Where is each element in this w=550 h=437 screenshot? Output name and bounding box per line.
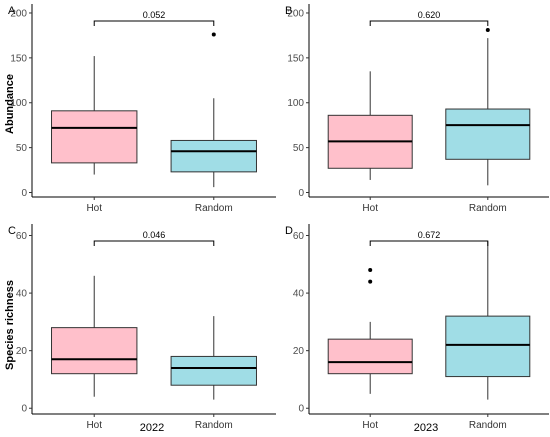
panel-a: A 0 50 100 150 200 Hot Random 0.052 [8,4,276,214]
panel-d: D 0 20 40 60 Hot Random 0.672 [285,224,549,431]
y-tick-label: 200 [287,8,304,19]
y-tick-label: 0 [298,188,304,199]
row-label-species-richness: Species richness [4,280,16,370]
iqr-box [170,355,257,386]
y-tick-label: 150 [10,53,27,64]
box-hot [327,71,413,180]
p-value-label: 0.620 [418,10,441,20]
outlier-point [485,28,490,33]
column-label-2023: 2023 [414,422,438,434]
panel-letter-d: D [285,225,293,237]
box-random [445,28,531,186]
x-tick-label-random: Random [469,420,507,431]
y-tick-label: 0 [21,404,27,415]
y-tick-label: 20 [293,346,305,357]
outlier-point [368,268,373,273]
panel-letter-a: A [8,5,16,17]
y-tick-label: 40 [293,289,305,300]
x-tick-label-hot: Hot [86,420,102,431]
y-tick-label: 150 [287,53,304,64]
y-tick-label: 50 [293,143,305,154]
x-tick-label-hot: Hot [86,203,102,214]
y-tick-label: 40 [16,289,28,300]
panel-b: B 0 50 100 150 200 Hot Random 0.620 [285,4,549,214]
significance-bracket [369,20,489,26]
y-tick-label: 0 [21,188,27,199]
panel-letter-c: C [8,225,16,237]
y-tick-label: 100 [287,98,304,109]
significance-bracket [369,240,489,246]
x-tick-label-hot: Hot [362,420,378,431]
significance-bracket [93,20,215,26]
iqr-box [327,338,413,375]
p-value-label: 0.052 [143,10,166,20]
panel-letter-b: B [285,5,292,17]
x-tick-label-random: Random [195,420,233,431]
y-tick-label: 60 [16,231,28,242]
box-hot [51,56,138,175]
iqr-box [51,110,138,164]
iqr-box [445,315,531,378]
column-label-2022: 2022 [140,422,164,434]
outlier-point [368,279,373,284]
p-value-label: 0.672 [418,230,441,240]
row-label-abundance: Abundance [4,74,16,134]
y-tick-label: 60 [293,231,305,242]
significance-bracket [93,240,215,246]
panel-c: C 0 20 40 60 Hot Random 0.046 [8,224,276,431]
iqr-box [51,327,138,375]
y-tick-label: 20 [16,346,28,357]
box-random [170,316,257,400]
y-tick-label: 200 [10,8,27,19]
x-tick-label-random: Random [195,203,233,214]
y-tick-label: 100 [10,98,27,109]
y-tick-label: 0 [298,404,304,415]
iqr-box [445,108,531,160]
x-tick-label-hot: Hot [362,203,378,214]
x-tick-label-random: Random [469,203,507,214]
box-random [170,32,257,188]
box-hot [327,268,413,394]
p-value-label: 0.046 [143,230,166,240]
box-hot [51,275,138,397]
box-random [445,241,531,400]
iqr-box [170,139,257,173]
y-tick-label: 50 [16,143,28,154]
outlier-point [211,32,216,37]
